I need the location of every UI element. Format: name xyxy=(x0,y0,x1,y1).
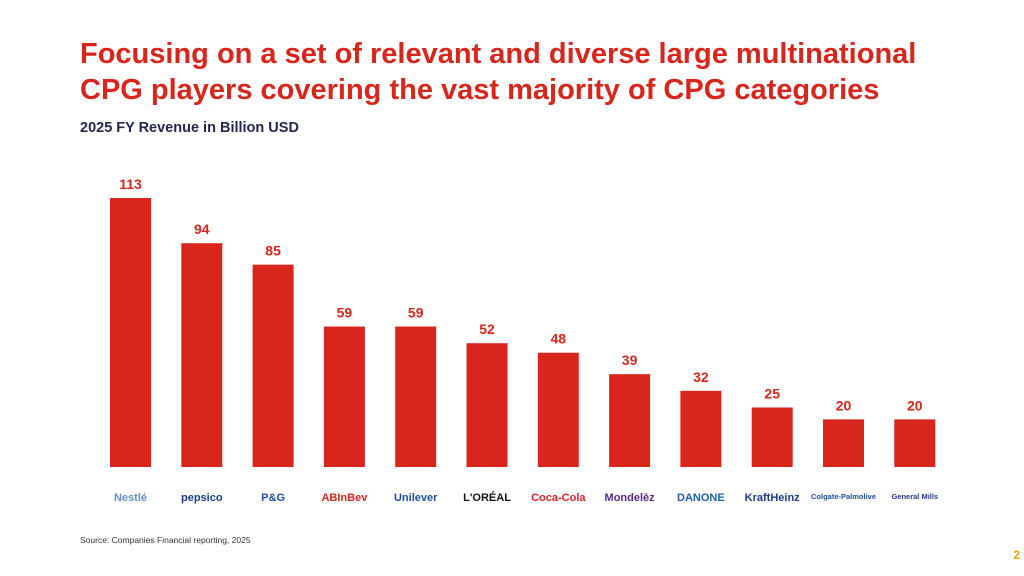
logo-general-mills: General Mills xyxy=(891,492,939,501)
data-label: 94 xyxy=(194,221,210,237)
bar-unilever xyxy=(395,326,437,467)
logo-coca-cola: Coca-Cola xyxy=(531,492,586,504)
bar-pepsico xyxy=(181,243,223,467)
bar-coca-cola xyxy=(537,352,579,467)
bar-danone xyxy=(680,390,722,467)
logo-danone: DANONE xyxy=(677,492,725,504)
logo-mondel-z: Mondelēz xyxy=(604,492,655,504)
bar-mondel-z xyxy=(609,374,651,467)
logo-pepsico: pepsico xyxy=(181,492,223,504)
logo-colgate-palmolive: Colgate-Palmolive xyxy=(810,492,877,501)
page-title: Focusing on a set of relevant and divers… xyxy=(80,38,917,106)
page-number: 2 xyxy=(1013,548,1020,562)
bar-kraft-heinz xyxy=(751,407,793,467)
logo-p-g: P&G xyxy=(261,492,286,504)
data-label: 25 xyxy=(764,385,780,401)
chart-subtitle: 2025 FY Revenue in Billion USD xyxy=(80,120,299,136)
data-label: 52 xyxy=(479,321,495,337)
data-label: 113 xyxy=(119,176,142,192)
logo-l-or-al: L'ORÉAL xyxy=(463,492,511,504)
data-label: 32 xyxy=(693,369,709,385)
bar-p-g xyxy=(252,264,294,467)
data-label: 48 xyxy=(551,331,567,347)
bar-nestl- xyxy=(110,198,151,467)
data-label: 85 xyxy=(265,243,281,259)
bar-general-mills xyxy=(894,419,936,467)
data-label: 59 xyxy=(337,305,353,321)
data-label: 59 xyxy=(408,305,424,321)
source-note: Source: Companies Financial reporting, 2… xyxy=(80,535,251,545)
bar-l-or-al xyxy=(466,343,508,467)
bar-ab-inbev xyxy=(323,326,365,467)
data-label: 39 xyxy=(622,352,638,368)
logo-kraftheinz: KraftHeinz xyxy=(744,492,800,504)
logo-abinbev: ABInBev xyxy=(321,492,368,504)
data-label: 20 xyxy=(907,397,923,413)
data-label: 20 xyxy=(836,397,852,413)
logo-nestl-: Nestlé xyxy=(113,492,148,504)
bar-colgate-palmolive xyxy=(823,419,864,467)
logo-unilever: Unilever xyxy=(393,492,438,504)
